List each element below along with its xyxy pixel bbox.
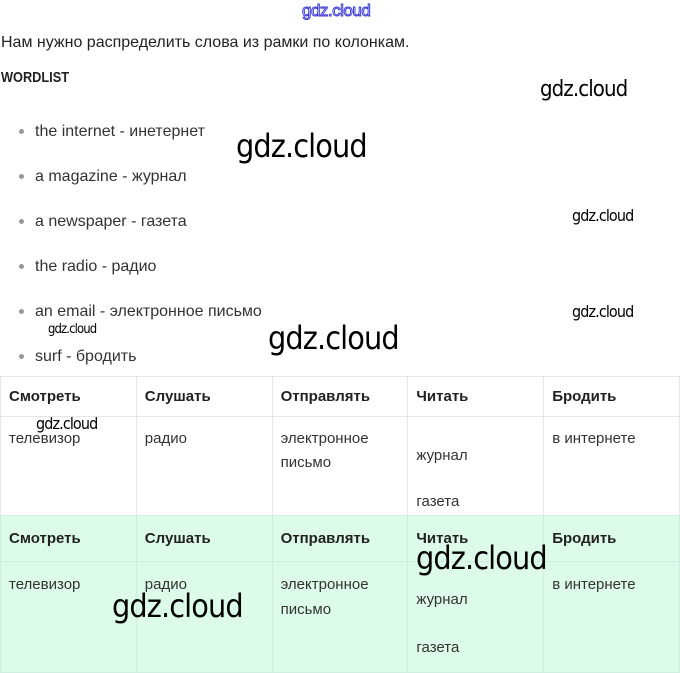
bullet-icon (19, 129, 24, 135)
header-cell: Слушать (135, 515, 273, 562)
bullet-icon (19, 219, 24, 225)
list-item: a magazine - журнал (19, 168, 187, 186)
table-cell: журнал газета (407, 416, 545, 526)
answer-table-highlighted: Смотреть Слушать Отправлять Читать Броди… (0, 515, 680, 673)
watermark: gdz.cloud (48, 322, 97, 337)
watermark: gdz.cloud (268, 319, 400, 357)
cell-line: газета (416, 639, 460, 656)
table-cell: электронное письмо (271, 416, 409, 526)
table-cell: журнал газета (407, 561, 545, 673)
watermark: gdz.cloud (36, 414, 98, 433)
table-row: телевизор радио электронное письмо журна… (0, 416, 680, 526)
table-cell: электронное письмо (271, 561, 409, 673)
table-row: телевизор радио электронное письмо журна… (0, 561, 680, 673)
bullet-icon (19, 309, 24, 315)
table-header-row: Смотреть Слушать Отправлять Читать Броди… (0, 376, 680, 417)
bullet-icon (19, 354, 24, 360)
cell-line: журнал (416, 447, 468, 464)
intro-text: Нам нужно распределить слова из рамки по… (1, 34, 410, 51)
list-item: an email - электронное письмо (19, 303, 262, 321)
header-cell: Читать (407, 515, 545, 562)
header-cell: Слушать (135, 376, 273, 417)
table-cell: радио (135, 416, 273, 526)
cell-line: журнал (416, 591, 468, 608)
header-cell: Бродить (543, 376, 680, 417)
list-item-text: the internet - инетернет (35, 123, 205, 140)
list-item: the radio - радио (19, 258, 156, 276)
header-cell: Бродить (543, 515, 680, 562)
answer-table: Смотреть Слушать Отправлять Читать Броди… (0, 376, 680, 526)
bullet-icon (19, 264, 24, 270)
header-cell: Отправлять (271, 376, 409, 417)
watermark: gdz.cloud (572, 206, 634, 225)
header-cell: Смотреть (0, 515, 137, 562)
list-item: a newspaper - газета (19, 213, 187, 231)
table-header-row: Смотреть Слушать Отправлять Читать Броди… (0, 515, 680, 562)
wordlist-title: WORDLIST (1, 69, 69, 86)
table-cell: в интернете (543, 416, 680, 526)
watermark: gdz.cloud (112, 587, 244, 625)
list-item-text: a newspaper - газета (35, 213, 187, 230)
bullet-icon (19, 174, 24, 180)
table-cell: в интернете (543, 561, 680, 673)
watermark: gdz.cloud (540, 77, 628, 102)
header-cell: Смотреть (0, 376, 137, 417)
cell-line: газета (416, 493, 460, 510)
list-item: surf - бродить (19, 348, 136, 366)
watermark: gdz.cloud (301, 1, 371, 21)
table-cell: телевизор (0, 416, 137, 526)
watermark: gdz.cloud (236, 127, 368, 165)
header-cell: Читать (407, 376, 545, 417)
watermark: gdz.cloud (572, 302, 634, 321)
header-cell: Отправлять (271, 515, 409, 562)
list-item-text: an email - электронное письмо (35, 303, 262, 320)
watermark: gdz.cloud (416, 539, 548, 577)
list-item-text: the radio - радио (35, 258, 157, 275)
list-item-text: a magazine - журнал (35, 168, 187, 185)
list-item-text: surf - бродить (35, 348, 137, 365)
table-cell: телевизор (0, 561, 137, 673)
list-item: the internet - инетернет (19, 123, 205, 141)
